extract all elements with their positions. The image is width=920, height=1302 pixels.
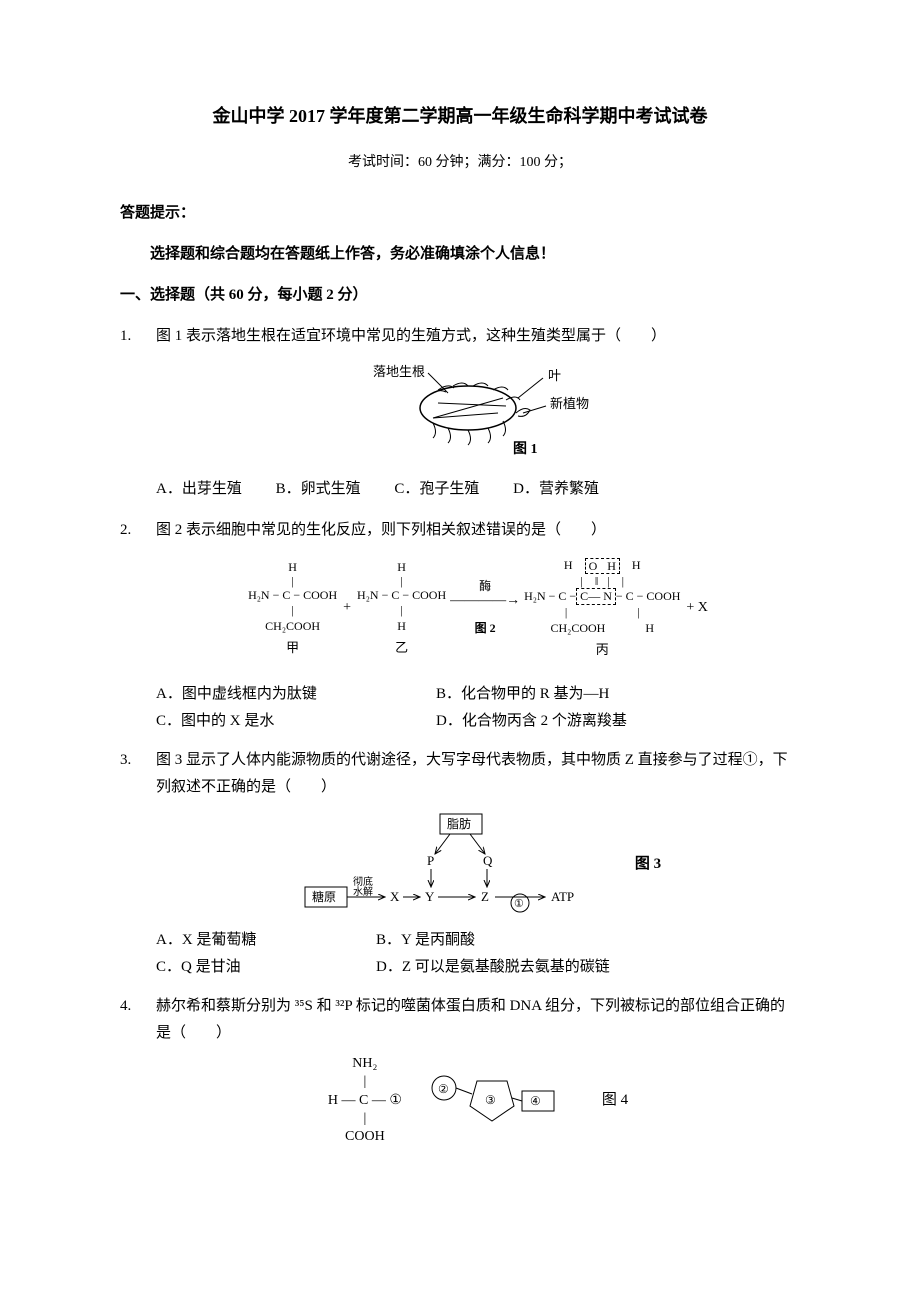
- question-3: 3. 图 3 显示了人体内能源物质的代谢途径，大写字母代表物质，其中物质 Z 直…: [120, 747, 800, 981]
- amino-acid-yi: H | H₂N − C − COOH | H 乙: [357, 560, 446, 656]
- svg-text:水解: 水解: [353, 885, 373, 898]
- fig1-label-newplant: 新植物: [550, 396, 589, 411]
- svg-text:ATP: ATP: [551, 889, 574, 904]
- figure-2: H | H₂N − C − COOH | CH₂COOH 甲 + H | H₂N…: [156, 558, 800, 658]
- page-title: 金山中学 2017 学年度第二学期高一年级生命科学期中考试试卷: [120, 100, 800, 132]
- svg-text:③: ③: [485, 1093, 496, 1107]
- q2-num: 2.: [120, 517, 156, 736]
- svg-text:P: P: [427, 853, 434, 868]
- svg-text:Q: Q: [483, 853, 493, 868]
- q2-opt-c: C．图中的 X 是水: [156, 708, 436, 735]
- q4-num: 4.: [120, 993, 156, 1154]
- fig1-label: 图 1: [513, 441, 538, 457]
- plus-1: +: [343, 595, 351, 620]
- q1-opt-b: B．卵式生殖: [276, 476, 361, 503]
- question-1: 1. 图 1 表示落地生根在适宜环境中常见的生殖方式，这种生殖类型属于（ ） 落…: [120, 323, 800, 509]
- q3-opt-c: C．Q 是甘油: [156, 954, 376, 981]
- svg-text:②: ②: [438, 1082, 449, 1096]
- q3-opt-b: B．Y 是丙酮酸: [376, 927, 656, 954]
- figure-3: 脂肪 P Q 糖原 彻底 水解 X Y Z: [156, 809, 800, 919]
- fig1-label-plant: 落地生根: [373, 364, 425, 379]
- amino-acid-jia: H | H₂N − C − COOH | CH₂COOH 甲: [248, 560, 337, 656]
- q3-num: 3.: [120, 747, 156, 981]
- amino-acid-structure: NH₂ | H — C — ① | COOH: [328, 1055, 402, 1146]
- figure-1: 落地生根 叶 新植物: [156, 358, 800, 468]
- question-2: 2. 图 2 表示细胞中常见的生化反应，则下列相关叙述错误的是（ ） H | H…: [120, 517, 800, 736]
- q1-text: 图 1 表示落地生根在适宜环境中常见的生殖方式，这种生殖类型属于（ ）: [156, 323, 800, 350]
- hint-body: 选择题和综合题均在答题纸上作答，务必准确填涂个人信息！: [120, 241, 800, 268]
- q4-text: 赫尔希和蔡斯分别为 ³⁵S 和 ³²P 标记的噬菌体蛋白质和 DNA 组分，下列…: [156, 993, 800, 1047]
- figure-4: NH₂ | H — C — ① | COOH ② ③ ④ 图 4: [156, 1055, 800, 1146]
- enzyme-arrow: 酶 ————→ 图 2: [450, 580, 520, 635]
- peptide-bond-box: O H: [585, 558, 620, 574]
- q2-options: A．图中虚线框内为肽键 B．化合物甲的 R 基为—H C．图中的 X 是水 D．…: [156, 681, 800, 735]
- svg-text:④: ④: [530, 1094, 541, 1108]
- q1-opt-d: D．营养繁殖: [513, 476, 599, 503]
- dipeptide-bing: H O H H |‖ || H₂N − C −C— N− C − COOH ||: [524, 558, 680, 658]
- svg-text:Y: Y: [425, 889, 435, 904]
- q2-text: 图 2 表示细胞中常见的生化反应，则下列相关叙述错误的是（ ）: [156, 517, 800, 544]
- fig1-label-leaf: 叶: [548, 368, 561, 383]
- svg-text:Z: Z: [481, 889, 489, 904]
- q3-text: 图 3 显示了人体内能源物质的代谢途径，大写字母代表物质，其中物质 Z 直接参与…: [156, 747, 800, 801]
- svg-text:X: X: [390, 889, 400, 904]
- q1-opt-a: A．出芽生殖: [156, 476, 242, 503]
- q1-num: 1.: [120, 323, 156, 509]
- q2-opt-d: D．化合物丙含 2 个游离羧基: [436, 708, 716, 735]
- q3-opt-d: D．Z 可以是氨基酸脱去氨基的碳链: [376, 954, 656, 981]
- hint-title: 答题提示：: [120, 200, 800, 227]
- q1-opt-c: C．孢子生殖: [394, 476, 479, 503]
- svg-text:糖原: 糖原: [312, 889, 336, 904]
- q3-opt-a: A．X 是葡萄糖: [156, 927, 376, 954]
- fig4-label: 图 4: [602, 1087, 628, 1114]
- plus-x: + X: [686, 595, 708, 620]
- exam-info: 考试时间：60 分钟；满分：100 分；: [120, 150, 800, 175]
- svg-text:脂肪: 脂肪: [447, 816, 471, 831]
- q2-opt-a: A．图中虚线框内为肽键: [156, 681, 436, 708]
- q3-options: A．X 是葡萄糖 B．Y 是丙酮酸 C．Q 是甘油 D．Z 可以是氨基酸脱去氨基…: [156, 927, 800, 981]
- q1-options: A．出芽生殖 B．卵式生殖 C．孢子生殖 D．营养繁殖: [156, 476, 800, 503]
- section-title: 一、选择题（共 60 分，每小题 2 分）: [120, 282, 800, 309]
- nucleotide-structure: ② ③ ④: [422, 1066, 582, 1136]
- question-4: 4. 赫尔希和蔡斯分别为 ³⁵S 和 ³²P 标记的噬菌体蛋白质和 DNA 组分…: [120, 993, 800, 1154]
- fig3-label: 图 3: [635, 851, 661, 878]
- svg-text:①: ①: [514, 898, 524, 910]
- q2-opt-b: B．化合物甲的 R 基为—H: [436, 681, 716, 708]
